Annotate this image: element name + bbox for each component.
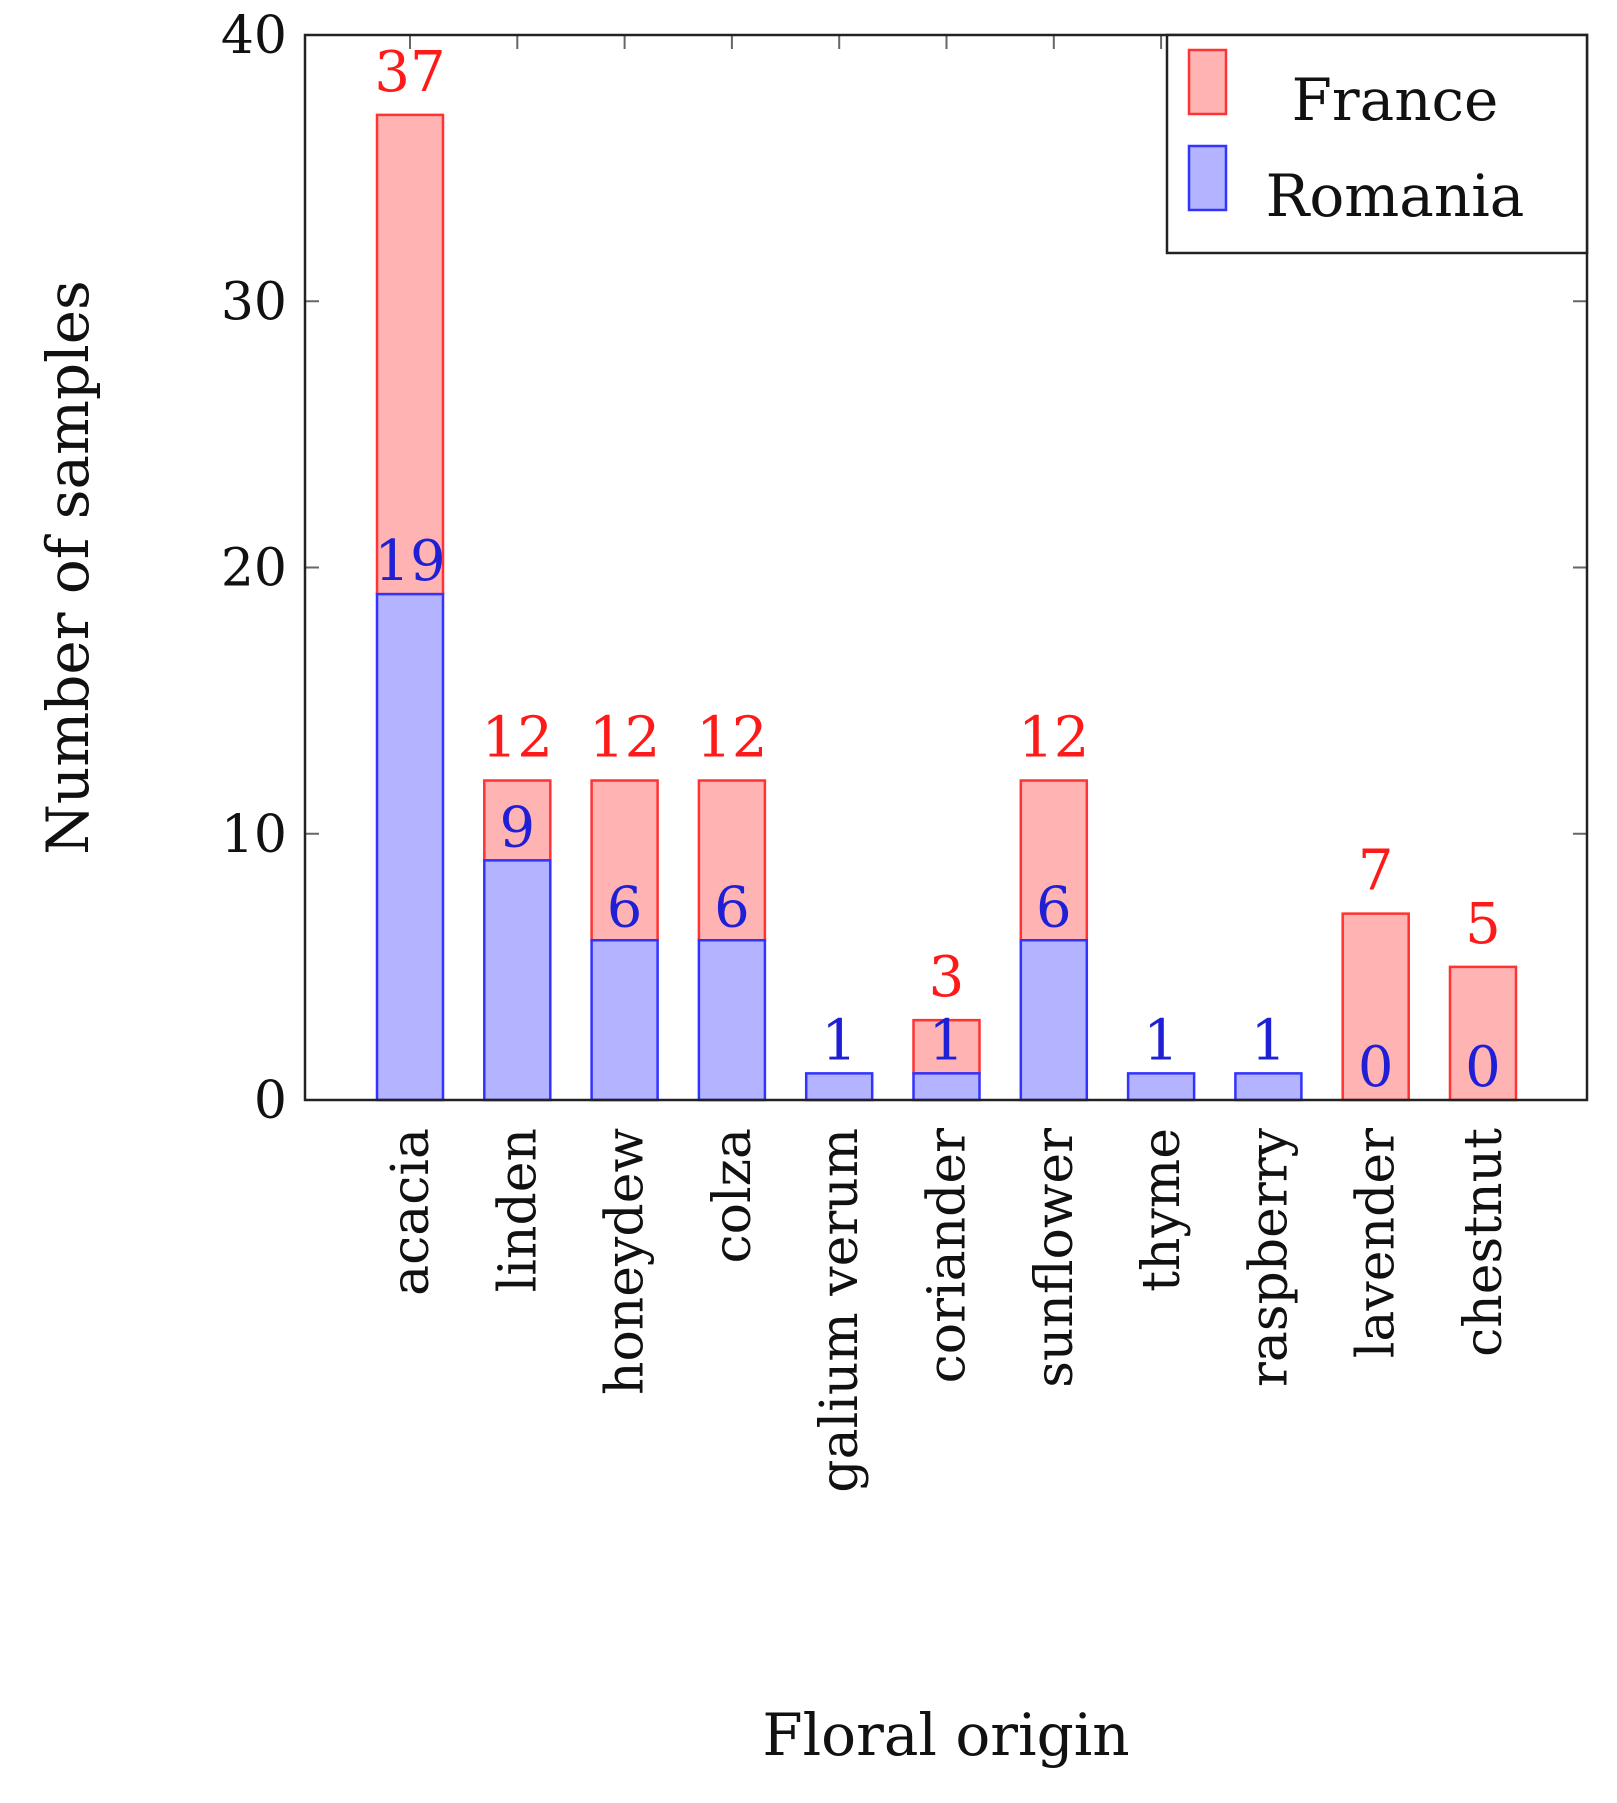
data-label-romania: 1 (1143, 1008, 1179, 1073)
x-category-label: lavender (1347, 1128, 1407, 1358)
data-label-romania: 1 (1251, 1008, 1287, 1073)
legend: France Romania (1165, 33, 1589, 255)
bars (375, 113, 1518, 1102)
plot-frame (303, 33, 1589, 1102)
bar-france-acacia (375, 113, 445, 596)
bar-romania-galium-verum (804, 1072, 874, 1102)
y-tick-label: 0 (254, 1071, 287, 1131)
data-label-total: 7 (1358, 839, 1394, 904)
x-category-labels: acacia linden honeydew colza galium verum cor… (381, 1127, 1514, 1492)
x-category-label: sunflower (1025, 1128, 1085, 1388)
bar-romania-linden (483, 859, 552, 1102)
data-label-total: 12 (589, 706, 660, 771)
x-category-label: linden (488, 1128, 548, 1292)
bar-france-chestnut (1448, 965, 1518, 1102)
bar-romania-coriander (912, 1072, 981, 1102)
bar-romania-colza (697, 939, 767, 1102)
y-tick-labels: 0 10 20 30 40 (221, 6, 287, 1131)
data-label-romania: 0 (1358, 1035, 1394, 1100)
y-tick-label: 20 (221, 539, 287, 599)
bar-romania-honeydew (590, 939, 659, 1102)
x-category-label: thyme (1132, 1128, 1192, 1292)
bar-france-colza (697, 779, 767, 942)
bar-romania-thyme (1126, 1072, 1196, 1102)
x-axis-title: Floral origin (762, 1701, 1129, 1769)
bar-france-coriander (912, 1018, 981, 1075)
data-label-total: 12 (1018, 706, 1089, 771)
data-label-romania: 9 (499, 795, 535, 860)
bar-france-lavender (1341, 912, 1410, 1102)
legend-label-romania: Romania (1266, 162, 1525, 230)
legend-swatch-france (1187, 48, 1228, 116)
data-label-romania: 6 (714, 875, 750, 940)
legend-label-france: France (1292, 66, 1499, 134)
bar-romania-acacia (375, 592, 445, 1102)
bar-romania-sunflower (1019, 939, 1089, 1102)
data-label-total: 12 (696, 706, 767, 771)
x-category-label: raspberry (1239, 1127, 1299, 1387)
x-category-label: coriander (918, 1128, 978, 1383)
data-label-total: 5 (1465, 892, 1501, 957)
bar-france-sunflower (1019, 779, 1089, 942)
data-label-total: 37 (374, 40, 445, 105)
y-axis-title: Number of samples (34, 280, 102, 855)
x-category-label: acacia (381, 1128, 441, 1296)
legend-box (1165, 33, 1589, 255)
x-category-label: colza (703, 1128, 763, 1263)
data-label-total: 12 (482, 706, 553, 771)
data-label-romania: 1 (929, 1008, 965, 1073)
data-label-romania: 6 (1036, 875, 1072, 940)
data-label-romania: 1 (821, 1008, 857, 1073)
x-category-label: honeydew (596, 1128, 656, 1395)
x-category-label: chestnut (1454, 1128, 1514, 1357)
y-tick-label: 30 (221, 272, 287, 332)
data-label-romania: 0 (1465, 1035, 1501, 1100)
bar-romania-raspberry (1234, 1072, 1303, 1102)
data-label-total: 3 (929, 945, 965, 1010)
x-category-label: galium verum (810, 1128, 870, 1493)
data-label-romania: 19 (374, 529, 445, 594)
y-tick-label: 10 (221, 805, 287, 865)
legend-swatch-romania (1187, 144, 1228, 212)
data-label-romania: 6 (607, 875, 643, 940)
y-tick-label: 40 (221, 6, 287, 66)
